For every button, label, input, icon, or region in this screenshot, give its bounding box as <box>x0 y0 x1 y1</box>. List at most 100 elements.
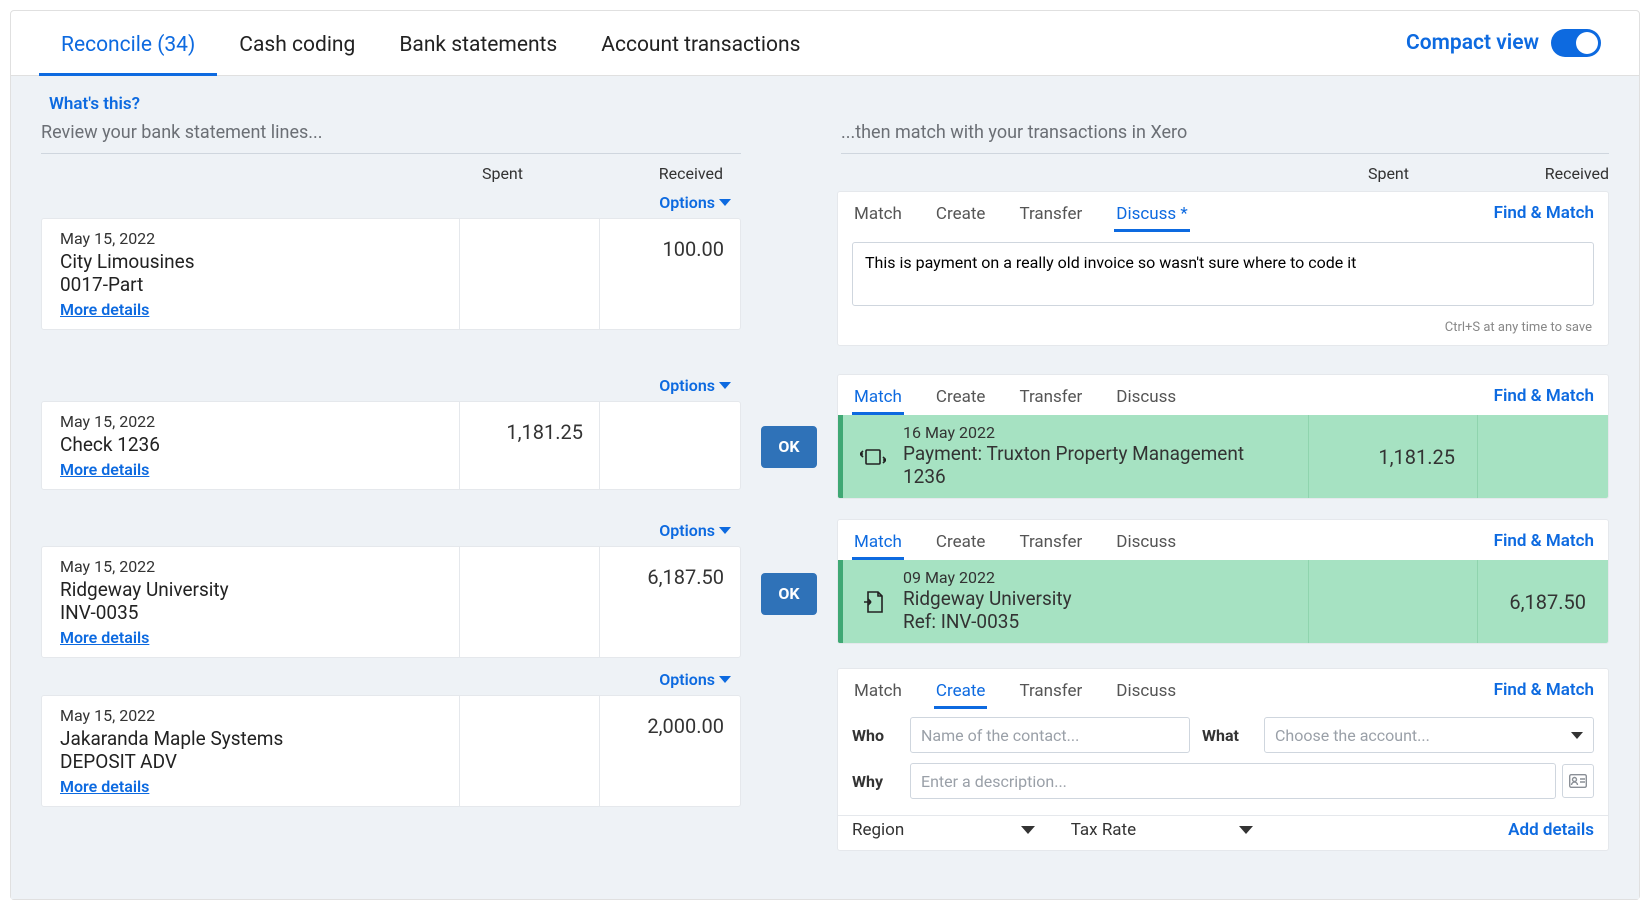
caret-down-icon <box>719 199 731 206</box>
caret-down-icon <box>719 382 731 389</box>
statement-spent <box>583 219 599 329</box>
ok-button[interactable]: OK <box>761 573 817 615</box>
subtab-transfer[interactable]: Transfer <box>1017 200 1084 232</box>
subtab-transfer[interactable]: Transfer <box>1017 677 1084 709</box>
match-panel-discuss: Match Create Transfer Discuss * Find & M… <box>837 191 1609 346</box>
statement-payer: Check 1236 <box>60 433 443 456</box>
statement-ref: INV-0035 <box>60 601 443 624</box>
statement-date: May 15, 2022 <box>60 412 443 431</box>
right-intro-text: ...then match with your transactions in … <box>841 120 1609 154</box>
options-label: Options <box>659 670 715 689</box>
caret-down-icon <box>719 676 731 683</box>
statement-payer: Jakaranda Maple Systems <box>60 727 443 750</box>
options-link[interactable]: Options <box>659 521 731 540</box>
statement-card: May 15, 2022 Check 1236 More details 1,1… <box>41 401 741 490</box>
ok-button[interactable]: OK <box>761 426 817 468</box>
who-input[interactable] <box>910 717 1190 753</box>
statement-spent <box>583 547 599 657</box>
options-link[interactable]: Options <box>659 376 731 395</box>
header-received-right: Received <box>1519 164 1609 183</box>
statement-received: 6,187.50 <box>647 547 740 657</box>
subtab-discuss[interactable]: Discuss <box>1114 528 1178 560</box>
save-hint-text: Ctrl+S at any time to save <box>838 316 1608 345</box>
compact-view-label: Compact view <box>1406 31 1539 55</box>
subtab-match[interactable]: Match <box>852 200 904 232</box>
options-label: Options <box>659 376 715 395</box>
tax-rate-dropdown[interactable]: Tax Rate <box>1071 820 1254 840</box>
tab-bar: Reconcile (34) Cash coding Bank statemen… <box>11 11 1639 76</box>
compact-view-toggle[interactable] <box>1551 29 1601 57</box>
what-label: What <box>1202 726 1252 745</box>
add-details-link[interactable]: Add details <box>1508 820 1594 840</box>
subtab-create[interactable]: Create <box>934 528 988 560</box>
document-in-icon <box>843 590 903 614</box>
more-details-link[interactable]: More details <box>60 777 149 796</box>
matched-spent: 1,181.25 <box>1308 415 1478 498</box>
whats-this-link[interactable]: What's this? <box>41 90 1609 120</box>
tab-reconcile[interactable]: Reconcile (34) <box>39 11 217 75</box>
transfer-icon <box>843 446 903 468</box>
matched-title: Payment: Truxton Property Management <box>903 442 1298 465</box>
subtab-create[interactable]: Create <box>934 677 988 709</box>
subtab-discuss[interactable]: Discuss * <box>1114 200 1189 232</box>
subtab-discuss[interactable]: Discuss <box>1114 677 1178 709</box>
subtab-create[interactable]: Create <box>934 383 988 415</box>
statement-card: May 15, 2022 City Limousines 0017-Part M… <box>41 218 741 330</box>
who-label: Who <box>852 726 898 745</box>
statement-ref: DEPOSIT ADV <box>60 750 443 773</box>
statement-spent: 1,181.25 <box>506 402 599 489</box>
statement-received: 100.00 <box>663 219 740 329</box>
discuss-textarea[interactable] <box>852 242 1594 306</box>
subtab-transfer[interactable]: Transfer <box>1017 528 1084 560</box>
header-spent-right: Spent <box>1319 164 1409 183</box>
matched-ref: Ref: INV-0035 <box>903 610 1298 633</box>
header-spent-left: Spent <box>433 164 523 183</box>
subtab-match[interactable]: Match <box>852 528 904 560</box>
statement-payer: City Limousines <box>60 250 443 273</box>
match-panel-matched: Match Create Transfer Discuss Find & Mat… <box>837 374 1609 499</box>
region-dropdown[interactable]: Region <box>852 820 1035 840</box>
what-select[interactable]: Choose the account... <box>1264 717 1594 753</box>
statement-spent <box>583 696 599 806</box>
subtab-match[interactable]: Match <box>852 677 904 709</box>
find-match-link[interactable]: Find & Match <box>1494 203 1594 229</box>
more-details-link[interactable]: More details <box>60 628 149 647</box>
options-label: Options <box>659 193 715 212</box>
match-panel-matched: Match Create Transfer Discuss Find & Mat… <box>837 519 1609 644</box>
more-details-link[interactable]: More details <box>60 300 149 319</box>
tax-rate-label: Tax Rate <box>1071 820 1136 840</box>
options-link[interactable]: Options <box>659 670 731 689</box>
tab-bank-statements[interactable]: Bank statements <box>377 11 579 75</box>
find-match-link[interactable]: Find & Match <box>1494 531 1594 557</box>
matched-received: 6,187.50 <box>1478 560 1608 643</box>
statement-card: May 15, 2022 Jakaranda Maple Systems DEP… <box>41 695 741 807</box>
region-label: Region <box>852 820 904 840</box>
matched-date: 16 May 2022 <box>903 423 1298 442</box>
tab-account-transactions[interactable]: Account transactions <box>579 11 822 75</box>
statement-payer: Ridgeway University <box>60 578 443 601</box>
tab-cash-coding[interactable]: Cash coding <box>217 11 377 75</box>
find-match-link[interactable]: Find & Match <box>1494 386 1594 412</box>
options-label: Options <box>659 521 715 540</box>
statement-received: 2,000.00 <box>647 696 740 806</box>
subtab-transfer[interactable]: Transfer <box>1017 383 1084 415</box>
subtab-match[interactable]: Match <box>852 383 904 415</box>
matched-transaction-card[interactable]: 16 May 2022 Payment: Truxton Property Ma… <box>838 415 1608 498</box>
more-details-link[interactable]: More details <box>60 460 149 479</box>
compact-view-toggle-group: Compact view <box>1406 29 1611 57</box>
statement-ref: 0017-Part <box>60 273 443 296</box>
options-link[interactable]: Options <box>659 193 731 212</box>
subtab-create[interactable]: Create <box>934 200 988 232</box>
left-intro-text: Review your bank statement lines... <box>41 120 741 154</box>
matched-transaction-card[interactable]: 09 May 2022 Ridgeway University Ref: INV… <box>838 560 1608 643</box>
why-input[interactable] <box>910 763 1556 799</box>
subtab-discuss[interactable]: Discuss <box>1114 383 1178 415</box>
statement-date: May 15, 2022 <box>60 229 443 248</box>
contact-card-icon[interactable] <box>1562 764 1594 798</box>
find-match-link[interactable]: Find & Match <box>1494 680 1594 706</box>
caret-down-icon <box>719 527 731 534</box>
statement-received <box>724 402 740 489</box>
match-panel-create: Match Create Transfer Discuss Find & Mat… <box>837 668 1609 851</box>
caret-down-icon <box>1571 732 1583 739</box>
matched-ref: 1236 <box>903 465 1298 488</box>
